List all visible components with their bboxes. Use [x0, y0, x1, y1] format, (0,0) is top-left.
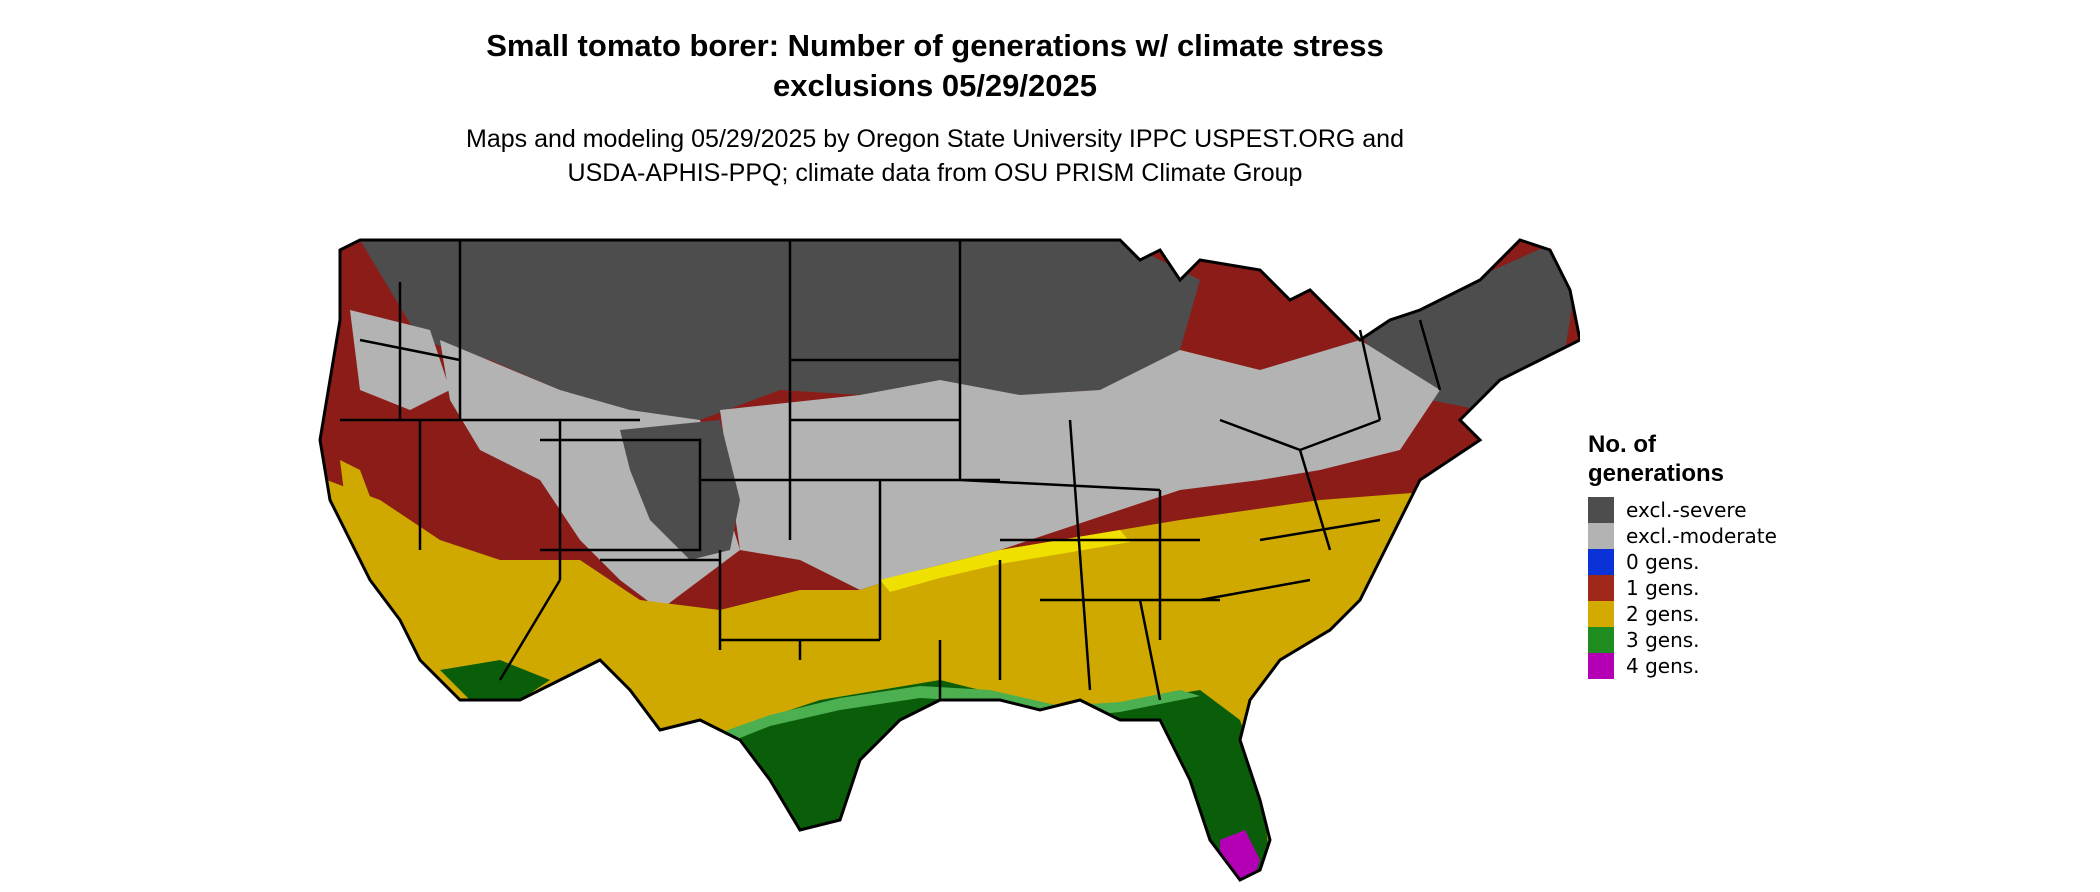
legend-label: 2 gens. [1626, 602, 1700, 626]
legend-swatch [1588, 601, 1614, 627]
legend-swatch [1588, 497, 1614, 523]
region-3-gens-arizona [440, 660, 550, 700]
legend-swatch [1588, 549, 1614, 575]
legend-label: 0 gens. [1626, 550, 1700, 574]
map-title-line1: Small tomato borer: Number of generation… [486, 28, 1384, 63]
legend-label: 4 gens. [1626, 654, 1700, 678]
region-excl-severe-rockies [620, 420, 740, 560]
state-borders [318, 238, 1580, 882]
map-subtitle-line2: USDA-APHIS-PPQ; climate data from OSU PR… [567, 159, 1303, 187]
region-excl-severe-north [360, 240, 1200, 420]
region-excl-moderate-rockies [440, 340, 740, 610]
legend-swatch [1588, 523, 1614, 549]
legend-label: excl.-moderate [1626, 524, 1777, 548]
region-excl-moderate-band [720, 340, 1440, 590]
legend-title-line1: No. of [1588, 431, 1656, 458]
legend-label: excl.-severe [1626, 498, 1747, 522]
legend-label: 3 gens. [1626, 628, 1700, 652]
region-2-gens-california [340, 460, 420, 610]
map-title-line2: exclusions 05/29/2025 [772, 68, 1097, 103]
map-subtitle-line1: Maps and modeling 05/29/2025 by Oregon S… [466, 125, 1404, 153]
legend-item-excl-severe: excl.-severe [1588, 497, 1747, 523]
us-outline [318, 238, 1580, 882]
legend-swatch [1588, 575, 1614, 601]
region-2-gens-light [880, 530, 1130, 592]
region-3-gens-light [700, 686, 1200, 750]
legend-item-excl-moderate: excl.-moderate [1588, 523, 1777, 549]
border-lines [340, 240, 1442, 701]
legend-title-line2: generations [1588, 460, 1725, 487]
legend-item-3-gens: 3 gens. [1588, 627, 1700, 653]
legend-item-2-gens: 2 gens. [1588, 601, 1700, 627]
legend-item-4-gens: 4 gens. [1588, 653, 1700, 679]
us-generations-map [318, 238, 1580, 882]
legend-item-1-gens: 1 gens. [1588, 575, 1700, 601]
legend-label: 1 gens. [1626, 576, 1700, 600]
legend-item-0-gens: 0 gens. [1588, 549, 1700, 575]
legend-swatch [1588, 653, 1614, 679]
legend-swatch [1588, 627, 1614, 653]
